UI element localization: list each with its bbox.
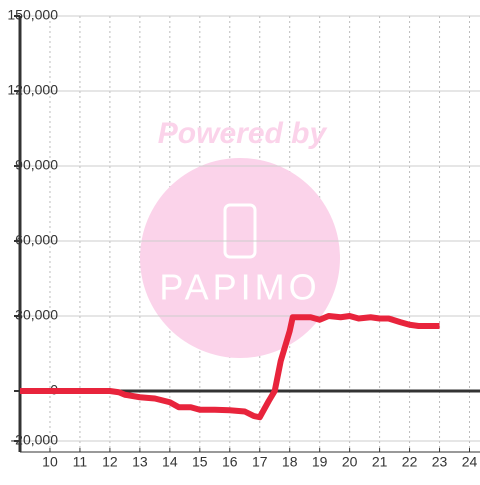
y-tick-label: -20,000 [11, 432, 59, 448]
y-tick-label: 60,000 [15, 232, 58, 248]
x-tick-label: 16 [222, 454, 238, 470]
y-tick-label: 120,000 [7, 82, 58, 98]
x-tick-label: 13 [132, 454, 148, 470]
y-tick-label: 30,000 [15, 307, 58, 323]
x-tick-label: 18 [282, 454, 298, 470]
x-tick-label: 22 [402, 454, 418, 470]
x-tick-label: 20 [342, 454, 358, 470]
data-line [20, 313, 440, 421]
x-tick-label: 11 [73, 454, 88, 470]
x-tick-label: 24 [462, 454, 478, 470]
x-tick-label: 19 [312, 454, 328, 470]
x-tick-label: 14 [162, 454, 178, 470]
x-tick-label: 15 [192, 454, 208, 470]
x-tick-label: 10 [42, 454, 58, 470]
y-tick-label: 90,000 [15, 157, 58, 173]
watermark-icon [223, 203, 257, 259]
x-tick-label: 21 [372, 454, 388, 470]
x-tick-label: 12 [102, 454, 118, 470]
x-tick-label: 17 [252, 454, 268, 470]
watermark-text: PAPIMO [159, 267, 320, 308]
x-tick-label: 23 [432, 454, 448, 470]
watermark-text: Powered by [158, 117, 328, 150]
y-tick-label: 150,000 [7, 7, 58, 23]
